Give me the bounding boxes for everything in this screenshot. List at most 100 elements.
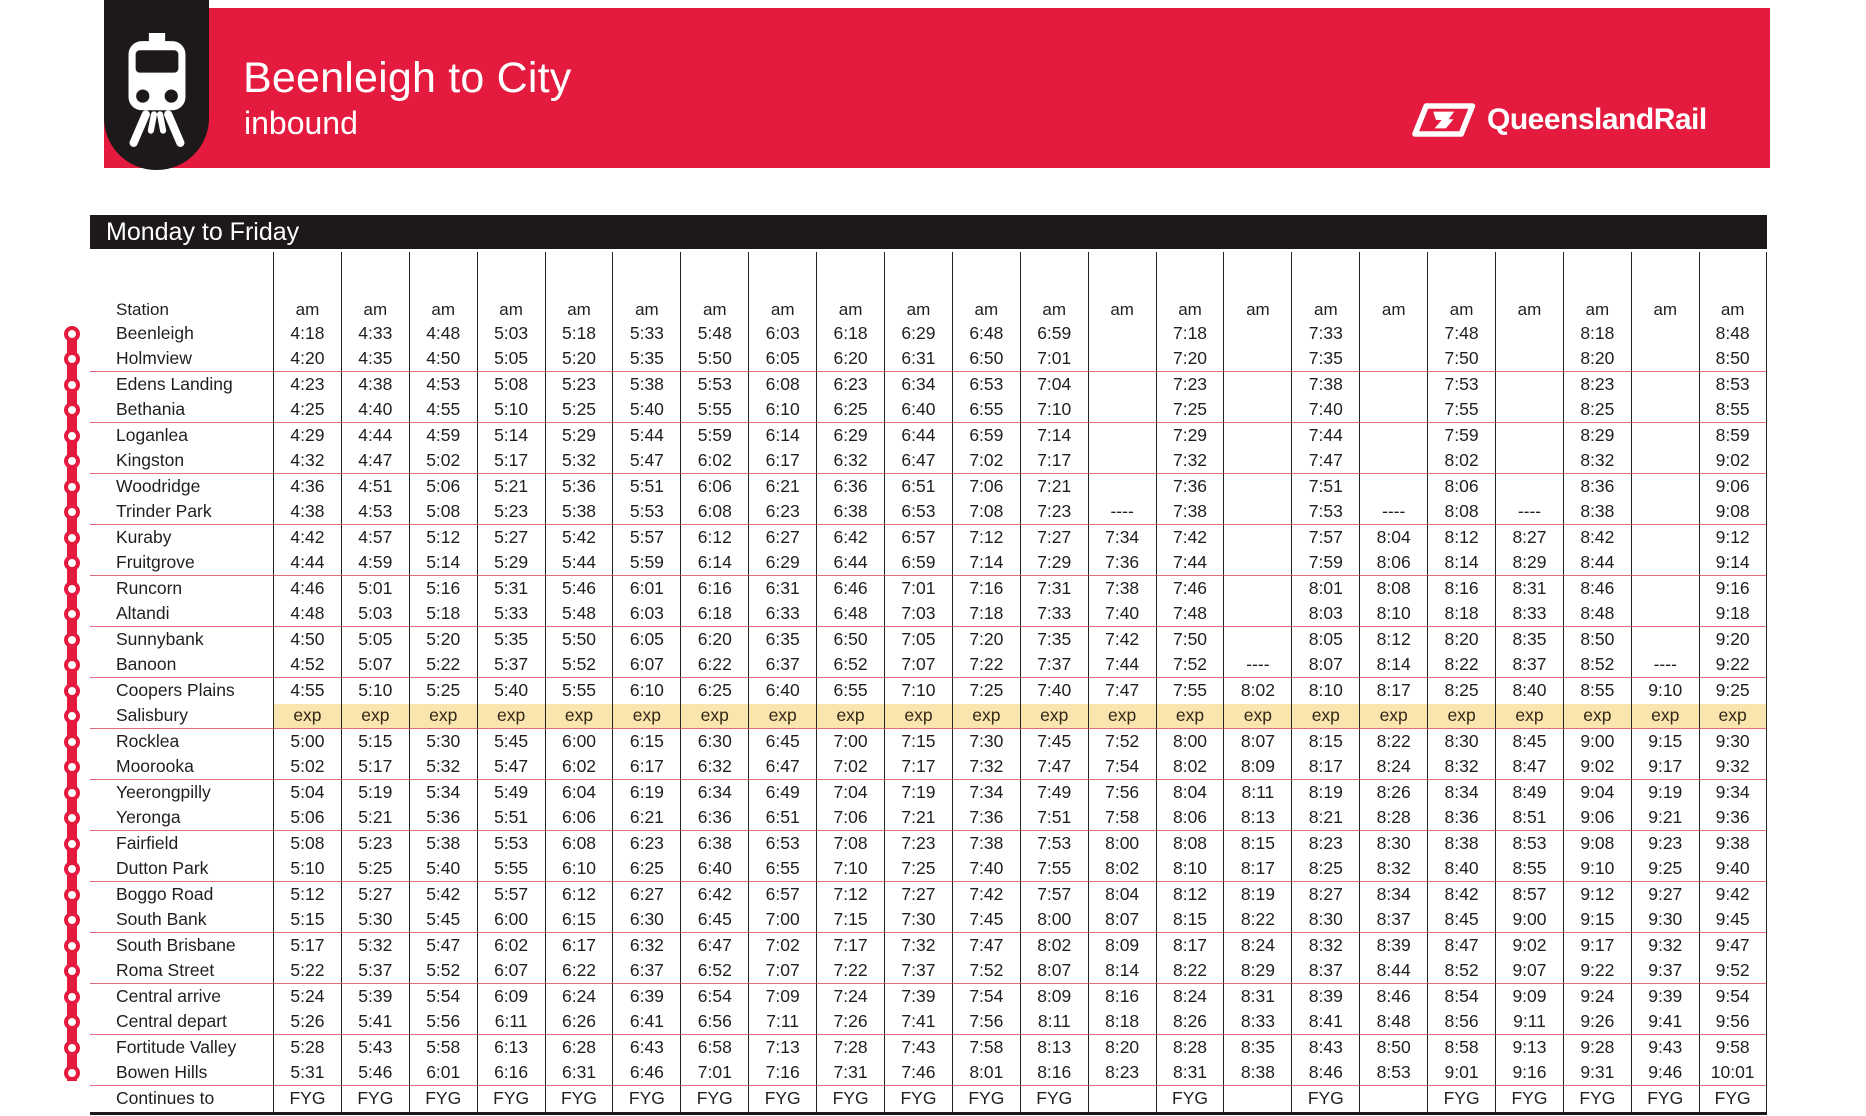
time-cell: 6:17 [612, 754, 681, 780]
time-cell: 4:42 [273, 525, 341, 551]
time-cell: 6:43 [612, 1035, 680, 1061]
time-cell: 6:21 [748, 474, 816, 500]
station-name: Moorooka [90, 755, 273, 780]
time-cell: 7:55 [1155, 678, 1224, 704]
time-cell: 7:07 [748, 958, 817, 984]
time-cell: 9:08 [1562, 831, 1631, 857]
time-cell: 8:38 [1223, 1060, 1292, 1086]
time-cell: 7:32 [884, 933, 952, 959]
time-cell: 6:48 [816, 601, 885, 627]
time-cell: 4:40 [340, 397, 409, 423]
time-cell: 7:01 [1019, 346, 1088, 372]
time-cell: 6:09 [476, 984, 545, 1010]
time-cell: 5:35 [612, 346, 681, 372]
time-cell: 7:35 [1019, 627, 1088, 653]
time-cell: 7:44 [1155, 550, 1224, 576]
time-cell: 8:17 [1291, 754, 1360, 780]
time-cell: 6:45 [748, 729, 816, 755]
time-cell: 5:27 [340, 882, 409, 908]
time-cell: 8:11 [1223, 780, 1291, 806]
time-cell: 6:15 [612, 729, 680, 755]
time-cell: 6:38 [680, 831, 748, 857]
station-name: South Brisbane [116, 935, 236, 956]
time-cell: 6:25 [612, 856, 681, 882]
time-cell: 6:07 [476, 958, 545, 984]
time-cell: 5:00 [273, 729, 341, 755]
am-column-header: am [1495, 252, 1563, 321]
time-cell: 7:55 [1427, 397, 1496, 423]
express-cell: exp [544, 703, 613, 729]
time-cell: 8:32 [1562, 448, 1631, 474]
time-cell: 6:44 [884, 423, 952, 449]
time-cell: ---- [1087, 499, 1156, 525]
time-cell: 7:00 [816, 729, 884, 755]
time-cell: 7:40 [1291, 397, 1360, 423]
time-cell: 9:01 [1427, 1060, 1496, 1086]
time-cell: 9:58 [1698, 1035, 1767, 1061]
time-cell: 8:17 [1155, 933, 1224, 959]
time-cell: 7:23 [1155, 372, 1224, 398]
time-cell: 5:55 [544, 678, 613, 704]
time-cell: 9:12 [1698, 525, 1767, 551]
time-cell: 6:27 [612, 882, 680, 908]
route-stop-circle [64, 1039, 80, 1056]
time-cell: 6:38 [816, 499, 885, 525]
am-column-header: am [476, 252, 545, 321]
time-cell: 8:48 [1562, 601, 1631, 627]
time-cell: 6:59 [951, 423, 1020, 449]
time-cell: 7:52 [951, 958, 1020, 984]
time-cell [1087, 474, 1156, 500]
time-cell: 8:00 [1155, 729, 1224, 755]
time-cell: 5:12 [408, 525, 477, 551]
time-cell: 7:04 [1019, 372, 1088, 398]
time-cell: 7:32 [951, 754, 1020, 780]
time-cell: 8:27 [1495, 525, 1563, 551]
time-cell: 9:13 [1495, 1035, 1563, 1061]
time-cell: 9:07 [1495, 958, 1563, 984]
time-cell: 8:29 [1495, 550, 1563, 576]
am-column-header: am [1427, 252, 1495, 321]
time-cell: 7:49 [1019, 780, 1088, 806]
time-cell: 6:23 [612, 831, 680, 857]
station-name: Fairfield [116, 833, 179, 854]
continues-to-cell: FYG [816, 1086, 884, 1112]
time-cell: 5:15 [340, 729, 409, 755]
time-cell [1630, 397, 1699, 423]
queensland-rail-logo-icon [1412, 103, 1476, 137]
time-cell: 7:19 [884, 780, 952, 806]
time-cell: 9:11 [1495, 1009, 1563, 1035]
time-cell: 9:56 [1698, 1009, 1767, 1035]
time-cell: 7:32 [1155, 448, 1224, 474]
time-cell: 7:29 [1155, 423, 1224, 449]
time-cell: 8:17 [1359, 678, 1427, 704]
time-cell: 7:53 [1427, 372, 1495, 398]
time-cell: 7:17 [816, 933, 884, 959]
time-cell: 7:22 [816, 958, 885, 984]
time-cell: 5:47 [612, 448, 681, 474]
time-cell: 5:08 [273, 831, 341, 857]
time-cell: 7:56 [951, 1009, 1020, 1035]
time-cell: 8:19 [1223, 882, 1291, 908]
time-cell: 6:17 [544, 933, 613, 959]
time-cell: 8:47 [1427, 933, 1495, 959]
time-cell: 7:54 [951, 984, 1020, 1010]
time-cell: 7:16 [951, 576, 1020, 602]
time-cell: 6:11 [476, 1009, 545, 1035]
express-cell: exp [476, 703, 545, 729]
time-cell: 9:23 [1630, 831, 1699, 857]
continues-to-cell: FYG [1427, 1086, 1495, 1112]
time-cell: 5:37 [476, 652, 545, 678]
time-cell: 9:16 [1495, 1060, 1563, 1086]
time-cell [1630, 423, 1699, 449]
am-column-header: am [1562, 252, 1631, 321]
time-cell: 5:49 [476, 780, 545, 806]
station-name: Bowen Hills [90, 1061, 273, 1086]
time-cell: 8:27 [1291, 882, 1359, 908]
time-cell [1630, 601, 1699, 627]
time-cell: 8:02 [1155, 754, 1224, 780]
time-cell: 4:53 [340, 499, 409, 525]
time-cell: 5:40 [408, 856, 477, 882]
express-cell: exp [1562, 703, 1631, 729]
time-cell: 8:53 [1698, 372, 1767, 398]
time-cell [1359, 346, 1428, 372]
